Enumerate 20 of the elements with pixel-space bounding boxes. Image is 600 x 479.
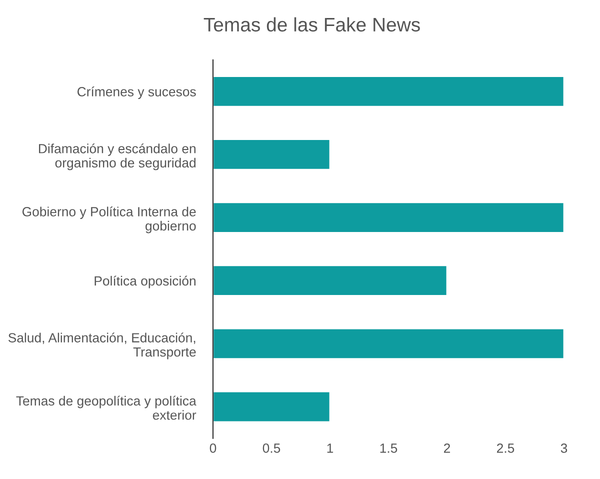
bar <box>213 138 331 170</box>
y-tick-label: Difamación y escándalo en organismo de seguridad <box>39 143 196 170</box>
x-tick-label: 0.5 <box>262 443 280 453</box>
bar <box>213 328 564 360</box>
x-tick-label: 2 <box>444 443 450 453</box>
y-tick-label: Política oposición <box>94 276 196 288</box>
y-tick-label: Temas de geopolítica y política exterior <box>16 396 196 420</box>
x-tick-label: 2.5 <box>496 443 514 453</box>
bar <box>213 264 448 296</box>
bar <box>213 76 564 108</box>
chart-title: Temas de las Fake News <box>204 17 420 32</box>
x-tick-label: 3 <box>560 443 568 453</box>
x-tick-label: 1 <box>327 444 334 453</box>
y-tick-label: Salud, Alimentación, Educación, Transporte <box>8 332 196 360</box>
x-tick-label: 0 <box>210 443 216 453</box>
bar <box>213 202 564 234</box>
y-tick-label: Gobierno y Política Interna de gobierno <box>22 206 196 234</box>
bar <box>213 390 331 423</box>
y-tick-label: Crímenes y sucesos <box>77 86 196 100</box>
x-tick-label: 1.5 <box>380 444 398 453</box>
